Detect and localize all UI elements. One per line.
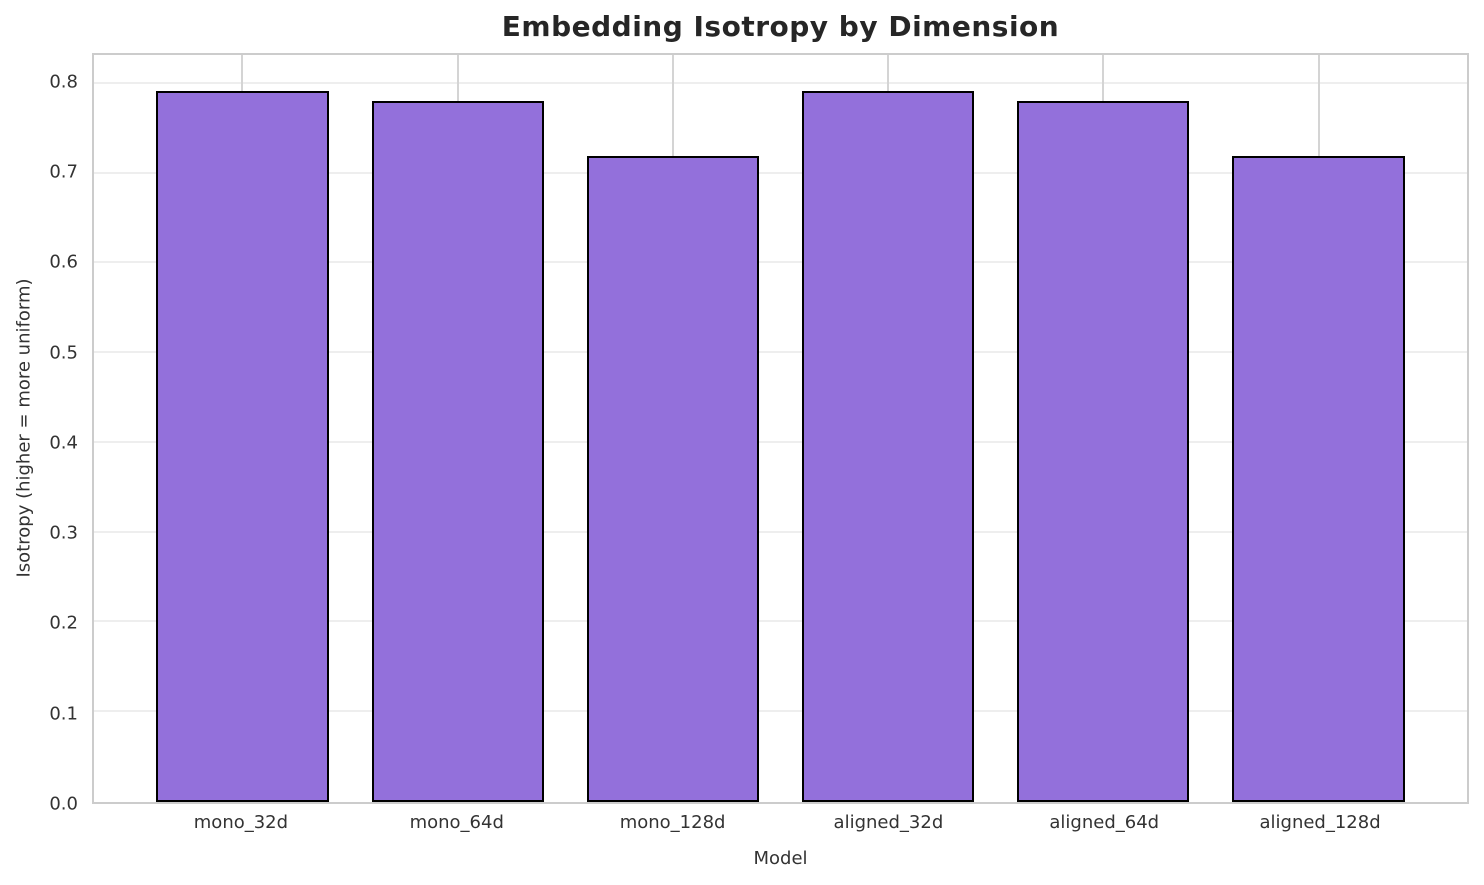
y-axis-label: Isotropy (higher = more uniform) (13, 278, 35, 578)
gridline-horizontal (94, 171, 1467, 174)
x-tick-label: aligned_32d (833, 812, 944, 833)
y-tick-label: 0.6 (49, 251, 78, 273)
y-tick-label: 0.5 (49, 342, 78, 364)
gridline-horizontal (94, 351, 1467, 354)
bar-mono_128d (586, 155, 759, 802)
x-tick-label: mono_128d (619, 812, 726, 833)
bar-mono_32d (156, 90, 329, 802)
gridline-horizontal (94, 710, 1467, 713)
y-tick-label: 0.4 (49, 432, 78, 454)
x-tick-label: aligned_128d (1259, 812, 1381, 833)
y-tick-label: 0.7 (49, 161, 78, 183)
gridline-horizontal (94, 261, 1467, 264)
bar-aligned_64d (1017, 100, 1190, 802)
y-tick-label: 0.2 (49, 612, 78, 634)
x-tick-label: mono_32d (193, 812, 289, 833)
plot-area (92, 53, 1469, 804)
gridline-horizontal (94, 530, 1467, 533)
bar-aligned_32d (802, 90, 975, 802)
gridline-horizontal (94, 81, 1467, 84)
x-axis-label: Model (753, 848, 808, 869)
gridline-horizontal (94, 620, 1467, 623)
y-tick-label: 0.1 (49, 703, 78, 725)
bar-aligned_128d (1232, 155, 1405, 802)
gridline-horizontal (94, 440, 1467, 443)
x-tick-label: aligned_64d (1049, 812, 1160, 833)
chart-title: Embedding Isotropy by Dimension (501, 10, 1060, 43)
y-tick-label: 0.0 (49, 793, 78, 815)
x-tick-label: mono_64d (409, 812, 504, 833)
bar-mono_64d (371, 100, 544, 802)
y-tick-label: 0.3 (49, 522, 78, 544)
y-tick-label: 0.8 (49, 71, 78, 93)
